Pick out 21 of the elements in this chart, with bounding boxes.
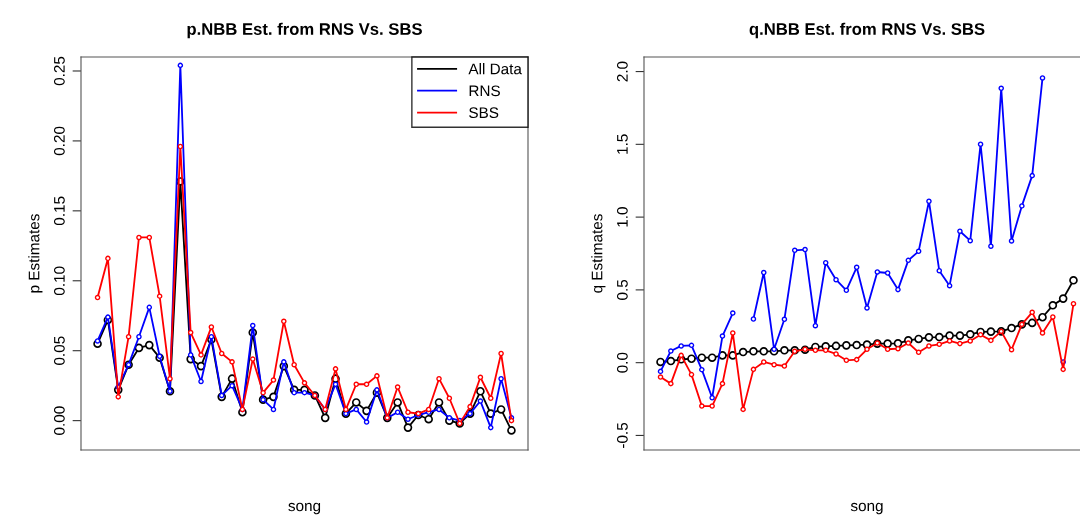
y-tick-label: 0.20 <box>53 126 65 156</box>
y-axis-title: q Estimates <box>591 214 606 293</box>
y-tick-label: 1.5 <box>617 134 628 154</box>
y-tick-label: -0.5 <box>616 422 628 448</box>
y-tick-label: 2.0 <box>616 61 628 82</box>
chart-title: q.NBB Est. from RNS Vs. SBS <box>749 22 985 39</box>
legend-label: RNS <box>469 85 500 97</box>
y-tick-label: 0.0 <box>616 352 628 373</box>
y-axis-title: p Estimates <box>28 214 43 293</box>
x-axis-title: song <box>288 502 321 515</box>
legend-label: All Data <box>468 63 522 75</box>
chart-title: p.NBB Est. from RNS Vs. SBS <box>187 22 422 39</box>
y-tick-label: 0.05 <box>53 336 65 365</box>
y-tick-label: 0.25 <box>53 56 65 86</box>
y-tick-label: 0.00 <box>53 406 65 435</box>
y-tick-label: 0.15 <box>53 196 65 226</box>
y-tick-label: 0.5 <box>616 279 628 300</box>
legend-label: SBS <box>469 107 499 119</box>
x-axis-title: song <box>850 502 883 515</box>
y-tick-label: 0.10 <box>53 266 65 296</box>
y-tick-label: 1.0 <box>616 207 628 227</box>
